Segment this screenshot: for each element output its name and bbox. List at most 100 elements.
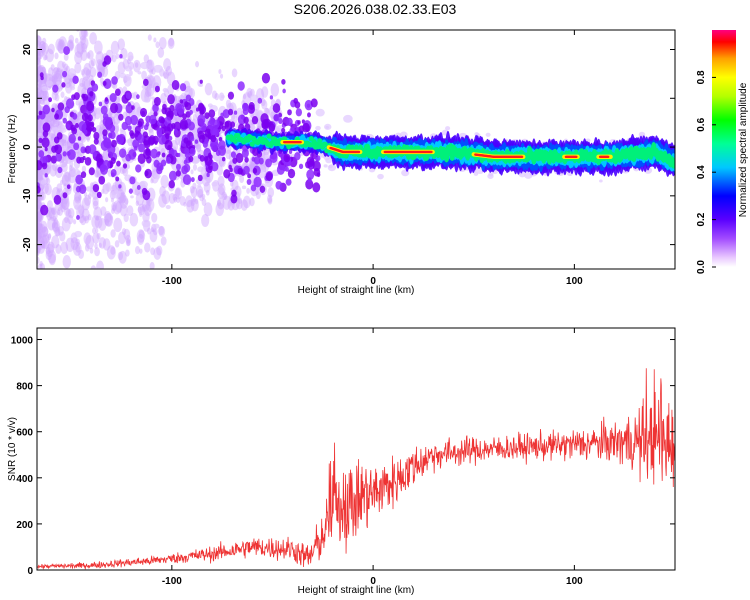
spectrogram-blob-faint: [211, 90, 218, 99]
spectrogram-blob: [228, 164, 232, 170]
spectrogram-blob-faint: [46, 111, 54, 123]
spectrogram-blob-faint: [76, 30, 80, 32]
spectrogram-blob-faint: [157, 47, 165, 58]
spectrogram-blob-faint: [267, 187, 275, 198]
spectrogram-blob-faint: [48, 207, 55, 219]
spectrogram-blob: [287, 109, 292, 116]
spectrogram-blob: [285, 178, 292, 186]
spectrogram-blob-faint: [81, 67, 91, 81]
spectrogram-blob-faint: [137, 233, 145, 245]
spectrogram-blob: [278, 118, 283, 124]
spectrogram-blob-faint: [60, 204, 66, 213]
spectrogram-blob-faint: [85, 234, 95, 250]
spectrogram-blob: [207, 134, 212, 140]
spectrogram-blob-faint: [68, 164, 73, 171]
spectrogram-blob-faint: [37, 256, 40, 265]
spectrogram-blob-faint: [65, 65, 70, 73]
spectrogram-blob: [188, 121, 195, 131]
colorbar: 0.0 0.2 0.4 0.6 0.8 Normalized spectral ampl…: [696, 30, 749, 274]
spectrogram-blob: [164, 126, 172, 136]
spectrogram-blob-faint: [160, 174, 169, 189]
spectrogram-blob-halo: [198, 83, 204, 88]
spectrogram-blob-faint: [37, 100, 41, 109]
spectrogram-blob-faint: [37, 91, 42, 102]
spectrogram-blob: [72, 75, 79, 85]
spectrogram-blob-faint: [126, 239, 131, 246]
spectrogram-blob-faint: [146, 83, 155, 97]
spectrogram-blob-faint: [51, 206, 57, 216]
spectrogram-blob: [62, 70, 68, 78]
spectrogram-blob: [298, 163, 304, 170]
spectrogram-blob: [111, 76, 118, 85]
spectrogram-peak: [298, 140, 302, 144]
spectrogram-blob-faint: [83, 62, 92, 76]
spectrogram-blob-faint: [41, 66, 46, 74]
spectrogram-blob-faint: [104, 213, 113, 227]
spectrogram-blob: [75, 174, 83, 185]
snr-y-tick-label: 200: [16, 520, 33, 531]
spectrogram-blob-faint: [57, 60, 65, 73]
spectrogram-blob: [78, 184, 87, 194]
spectrogram-blob-faint: [74, 190, 82, 202]
spectrogram-blob: [77, 136, 82, 141]
spectrogram-blob-faint: [37, 215, 40, 221]
spectrogram-blob: [237, 167, 243, 175]
spectrogram-blob-faint: [195, 185, 204, 198]
spectrogram-blob: [115, 176, 120, 182]
spectrogram-blob-faint: [37, 232, 43, 240]
spectrogram-blob: [97, 71, 103, 78]
spectrogram-blob-faint: [201, 198, 207, 206]
spectrogram-blob-faint: [155, 41, 160, 49]
spectrogram-blob-faint: [137, 203, 145, 216]
spectrogram-blob-faint: [61, 174, 69, 187]
spectrogram-blob-halo: [69, 85, 76, 91]
spectrogram-blob-faint: [153, 247, 162, 260]
spectrogram-blob: [109, 92, 117, 103]
spectrogram-blob-faint: [37, 121, 40, 127]
spectrogram-blob: [197, 130, 205, 140]
spectrogram-blob-faint: [183, 201, 187, 207]
spectrogram-blob-faint: [223, 193, 228, 200]
spectrogram-blob-faint: [83, 30, 89, 38]
spectrogram-blob-faint: [53, 217, 58, 225]
spectrogram-blob-faint: [246, 187, 250, 194]
spectrogram-blob-faint: [89, 247, 94, 254]
spectrogram-blob-faint: [37, 49, 42, 61]
spectrogram-blob: [96, 191, 102, 199]
spectrogram-blob-halo: [41, 86, 48, 92]
spectrogram-blob-faint: [153, 228, 158, 236]
spectrogram-blob-faint: [131, 181, 141, 196]
spectrogram-blob-faint: [37, 222, 43, 235]
spectrogram-blob: [63, 46, 70, 55]
spectrogram-peak: [520, 155, 524, 159]
spectrogram-blob: [106, 116, 113, 125]
spectrogram-blob-faint: [41, 226, 49, 238]
spectrogram-blob: [38, 110, 43, 116]
spectrogram-blob-faint: [37, 200, 41, 210]
spectrogram-blob: [110, 139, 117, 148]
spectrogram-blob-faint: [37, 225, 40, 231]
spectrogram-blob-halo: [51, 104, 56, 108]
spectrogram-blob-faint: [72, 219, 77, 225]
spectrogram-blob-faint: [54, 226, 61, 237]
spectrogram-blob-faint: [56, 209, 61, 216]
spectrogram-blob-faint: [84, 215, 90, 224]
spectrogram-blob-faint: [95, 215, 99, 221]
spectrogram-blob: [73, 142, 80, 151]
spectrogram-blob-faint: [40, 240, 46, 249]
spectrogram-blob-halo: [485, 132, 491, 137]
spectrogram-blob: [92, 183, 100, 193]
spectrogram-blob: [190, 177, 195, 183]
spectrogram-blob-faint: [255, 191, 261, 200]
spectrogram-blob: [86, 122, 95, 132]
spectrogram-blob-faint: [190, 186, 198, 198]
spectrogram-blob-halo: [119, 72, 127, 79]
spectrogram-blob-faint: [67, 207, 75, 219]
spectrogram-blob-faint: [123, 213, 129, 223]
spectrogram-blob-faint: [216, 199, 222, 207]
snr-x-axis-label: Height of straight line (km): [298, 585, 415, 596]
spectrogram-blob-faint: [219, 73, 224, 79]
spectrogram-energy: [37, 30, 675, 269]
